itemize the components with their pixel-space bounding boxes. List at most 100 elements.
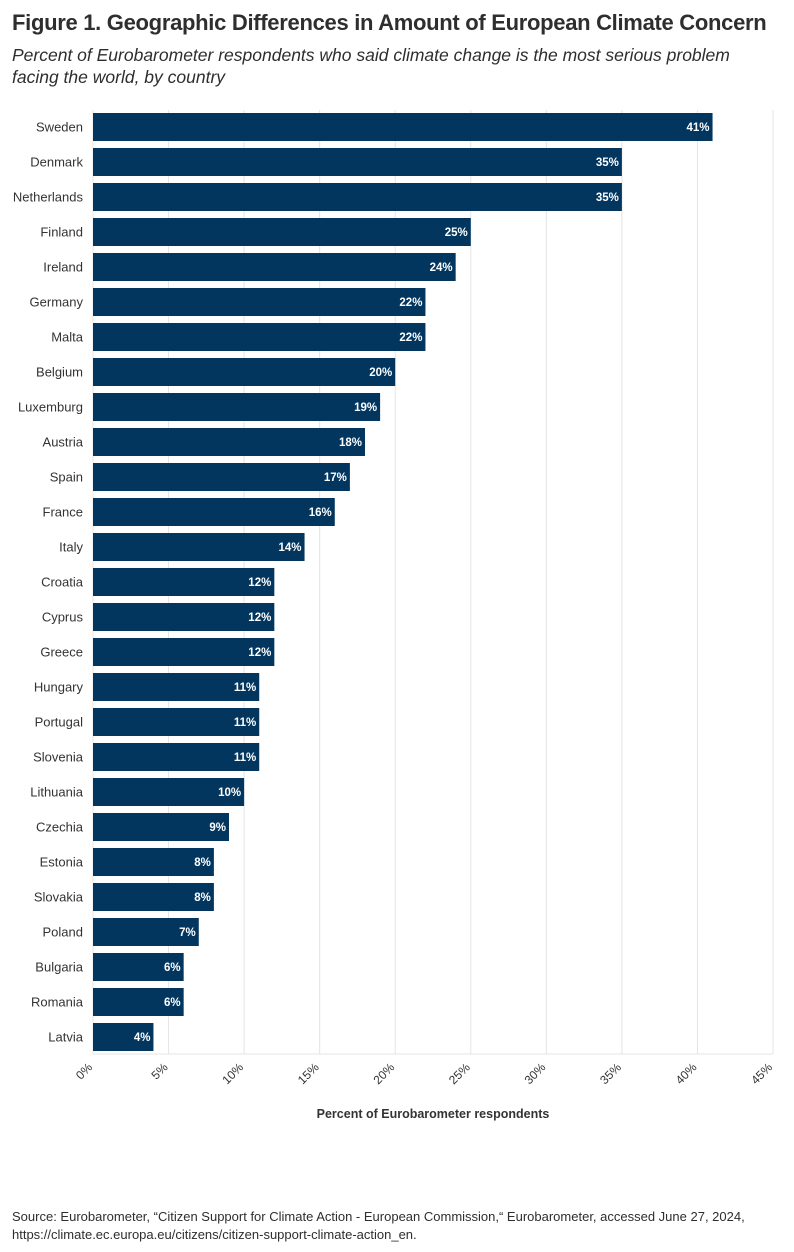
category-label: Italy	[59, 540, 83, 555]
bar-cyprus	[93, 603, 275, 631]
bar-austria	[93, 428, 365, 456]
bar-denmark	[93, 148, 622, 176]
x-tick-label: 0%	[73, 1060, 95, 1082]
data-label: 11%	[234, 717, 256, 729]
data-label: 12%	[248, 647, 271, 659]
source-line-1: Source: Eurobarometer, “Citizen Support …	[12, 1209, 745, 1224]
source-note: Source: Eurobarometer, “Citizen Support …	[12, 1208, 782, 1244]
category-label: Spain	[50, 470, 83, 485]
bar-spain	[93, 463, 350, 491]
data-label: 22%	[399, 332, 422, 344]
data-label: 19%	[354, 402, 377, 414]
category-label: Germany	[30, 295, 84, 310]
category-label: Slovakia	[34, 890, 84, 905]
bar-slovakia	[93, 883, 214, 911]
data-label: 14%	[279, 542, 302, 554]
category-label: Denmark	[30, 155, 83, 170]
bar-belgium	[93, 358, 396, 386]
data-label: 9%	[209, 822, 226, 834]
data-label: 17%	[324, 472, 347, 484]
bar-czechia	[93, 813, 229, 841]
category-label: Netherlands	[13, 190, 84, 205]
x-tick-label: 5%	[149, 1060, 171, 1082]
bar-slovenia	[93, 743, 260, 771]
data-label: 18%	[339, 437, 362, 449]
bar-hungary	[93, 673, 260, 701]
source-line-2: https://climate.ec.europa.eu/citizens/ci…	[12, 1227, 417, 1242]
category-label: Cyprus	[42, 610, 84, 625]
bar-luxemburg	[93, 393, 381, 421]
category-label: Austria	[43, 435, 84, 450]
data-label: 12%	[248, 577, 271, 589]
data-label: 25%	[445, 227, 468, 239]
category-label: Sweden	[36, 120, 83, 135]
bar-ireland	[93, 253, 456, 281]
data-label: 20%	[369, 367, 392, 379]
x-tick-label: 20%	[370, 1060, 397, 1087]
data-label: 6%	[164, 962, 181, 974]
bar-croatia	[93, 568, 275, 596]
category-labels: Sweden Denmark Netherlands Finland Ireland Ge…	[13, 120, 84, 1045]
category-label: Bulgaria	[35, 960, 83, 975]
gridlines	[92, 110, 774, 1055]
x-axis-title: Percent of Eurobarometer respondents	[317, 1107, 550, 1121]
category-label: Czechia	[36, 820, 84, 835]
x-tick-label: 10%	[219, 1060, 246, 1087]
x-tick-label: 40%	[673, 1060, 700, 1087]
data-label: 7%	[179, 927, 196, 939]
bar-chart: 41% 35% 35% 25% 24% 22% 22% 20% 19% 18% 17% 16% 14% 1…	[13, 110, 775, 1121]
bar-portugal	[93, 708, 260, 736]
data-label: 35%	[596, 157, 619, 169]
bar-malta	[93, 323, 426, 351]
data-label: 8%	[194, 892, 211, 904]
category-label: Croatia	[41, 575, 84, 590]
chart-subtitle: Percent of Eurobarometer respondents who…	[12, 45, 730, 87]
bar-sweden	[93, 113, 713, 141]
bar-lithuania	[93, 778, 245, 806]
bar-estonia	[93, 848, 214, 876]
bar-netherlands	[93, 183, 622, 211]
bar-germany	[93, 288, 426, 316]
data-label: 22%	[399, 297, 422, 309]
data-label: 6%	[164, 997, 181, 1009]
data-labels: 41% 35% 35% 25% 24% 22% 22% 20% 19% 18% 17% 16% 14% 1…	[134, 122, 710, 1044]
category-label: Estonia	[40, 855, 84, 870]
category-label: France	[43, 505, 83, 520]
bar-france	[93, 498, 335, 526]
bar-greece	[93, 638, 275, 666]
data-label: 11%	[234, 682, 256, 694]
data-label: 35%	[596, 192, 619, 204]
category-label: Romania	[31, 995, 84, 1010]
bar-poland	[93, 918, 199, 946]
category-label: Greece	[40, 645, 83, 660]
bar-romania	[93, 988, 184, 1016]
bar-italy	[93, 533, 305, 561]
category-label: Hungary	[34, 680, 84, 695]
x-tick-label: 30%	[522, 1060, 549, 1087]
bars	[93, 113, 713, 1051]
x-tick-label: 15%	[295, 1060, 322, 1087]
category-label: Slovenia	[33, 750, 84, 765]
x-tick-label: 25%	[446, 1060, 473, 1087]
bar-bulgaria	[93, 953, 184, 981]
data-label: 24%	[430, 262, 453, 274]
category-label: Portugal	[35, 715, 84, 730]
category-label: Luxemburg	[18, 400, 83, 415]
category-label: Ireland	[43, 260, 83, 275]
category-label: Malta	[51, 330, 84, 345]
category-label: Poland	[43, 925, 83, 940]
data-label: 41%	[687, 122, 710, 134]
x-tick-label: 45%	[748, 1060, 775, 1087]
data-label: 12%	[248, 612, 271, 624]
data-label: 4%	[134, 1032, 151, 1044]
bar-latvia	[93, 1023, 154, 1051]
data-label: 11%	[234, 752, 256, 764]
x-tick-label: 35%	[597, 1060, 624, 1087]
category-label: Lithuania	[30, 785, 84, 800]
category-label: Latvia	[48, 1030, 83, 1045]
data-label: 10%	[218, 787, 241, 799]
data-label: 8%	[194, 857, 211, 869]
bar-finland	[93, 218, 471, 246]
category-label: Finland	[40, 225, 83, 240]
data-label: 16%	[309, 507, 332, 519]
